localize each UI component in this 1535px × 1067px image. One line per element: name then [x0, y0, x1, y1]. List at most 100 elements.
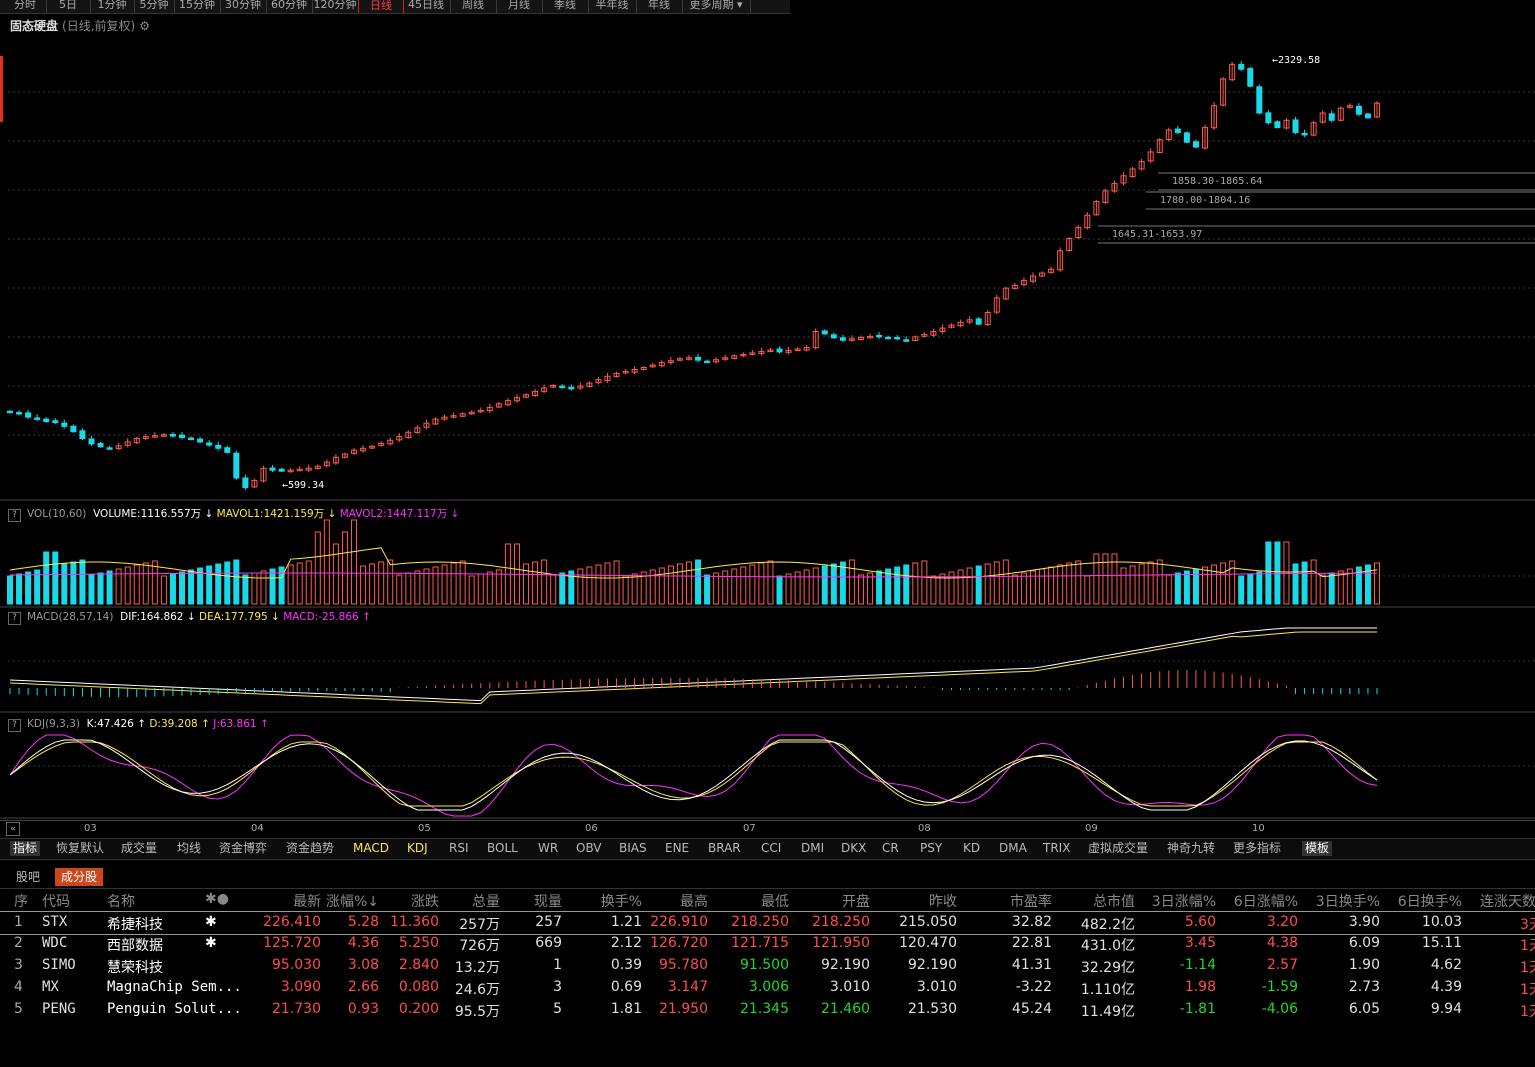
- indicator-tab[interactable]: 虚拟成交量: [1088, 841, 1149, 855]
- period-tab[interactable]: 周线: [450, 0, 497, 13]
- cell-open: 218.250: [812, 914, 870, 930]
- period-tab[interactable]: 分时: [4, 0, 47, 13]
- column-header[interactable]: 开盘: [842, 894, 870, 910]
- table-row[interactable]: 1 STX 希捷科技 ✱ 226.410 5.28 11.360 257万 257 1.21 226…: [0, 911, 1535, 935]
- indicator-tab[interactable]: 成交量: [121, 841, 158, 855]
- indicator-tab[interactable]: DKX: [841, 841, 867, 855]
- indicator-tab[interactable]: 模板: [1302, 841, 1333, 856]
- candle-body: [894, 336, 901, 340]
- indicator-tab[interactable]: 资金趋势: [286, 841, 335, 855]
- kdj-indicator-label: ? KDJ(9,3,3) K:47.426 ↑ D:39.208 ↑ J:63.8…: [8, 718, 269, 732]
- candle-body: [1283, 119, 1290, 129]
- indicator-tab[interactable]: TRIX: [1043, 841, 1071, 855]
- volume-bar: [423, 568, 430, 605]
- indicator-tab[interactable]: 均线: [177, 841, 202, 855]
- column-header[interactable]: 最低: [761, 894, 789, 910]
- table-row[interactable]: 4 MX MagnaChip Sem... 3.090 2.66 0.080 24.6万 3 0…: [0, 977, 1535, 999]
- column-header[interactable]: 3日换手%: [1315, 894, 1380, 910]
- period-tab[interactable]: 年线: [636, 0, 683, 13]
- indicator-tab[interactable]: 指标: [10, 841, 41, 856]
- indicator-tab[interactable]: BIAS: [619, 841, 647, 855]
- volume-bar: [713, 572, 720, 605]
- period-tab[interactable]: 日线: [358, 0, 404, 13]
- volume-bar: [649, 569, 656, 605]
- period-tab[interactable]: 半年线: [588, 0, 637, 13]
- candle-body: [251, 479, 258, 488]
- period-tab[interactable]: 45日线: [402, 0, 451, 13]
- column-header[interactable]: 名称: [107, 894, 135, 910]
- volume-bar: [106, 570, 113, 605]
- column-header[interactable]: 序: [14, 894, 28, 910]
- cell-up: 1天: [1520, 960, 1535, 976]
- indicator-tab[interactable]: OBV: [576, 841, 602, 855]
- help-icon[interactable]: ?: [8, 719, 21, 732]
- column-header[interactable]: 市盈率: [1010, 894, 1052, 910]
- cell-pe: 32.82: [1011, 914, 1052, 930]
- cell-name: 慧荣科技: [107, 960, 163, 976]
- column-header[interactable]: 最新: [293, 894, 321, 910]
- period-tab[interactable]: 季线: [542, 0, 589, 13]
- column-header[interactable]: ✱●: [205, 891, 229, 907]
- cell-pct: 2.66: [347, 979, 379, 995]
- tab-guba[interactable]: 股吧: [16, 870, 41, 884]
- indicator-tab[interactable]: KDJ: [407, 841, 428, 855]
- column-header[interactable]: 6日涨幅%: [1233, 894, 1298, 910]
- column-header[interactable]: 昨收: [929, 894, 957, 910]
- column-header[interactable]: 6日换手%: [1397, 894, 1462, 910]
- indicator-tab[interactable]: MACD: [353, 841, 389, 855]
- indicator-tab[interactable]: RSI: [449, 841, 469, 855]
- volume-bar: [785, 573, 792, 605]
- period-tab[interactable]: 5分钟: [134, 0, 175, 13]
- period-tab[interactable]: 月线: [496, 0, 543, 13]
- indicator-tab[interactable]: 更多指标: [1233, 841, 1282, 855]
- column-header[interactable]: 连涨天数: [1480, 894, 1535, 910]
- period-tab[interactable]: 更多周期 ▾: [682, 0, 751, 13]
- indicator-tab[interactable]: 神奇九转: [1167, 841, 1216, 855]
- indicator-tab[interactable]: DMA: [999, 841, 1027, 855]
- column-header[interactable]: 最高: [680, 894, 708, 910]
- volume-bar: [1328, 572, 1335, 605]
- column-header[interactable]: 换手%: [600, 894, 642, 910]
- table-row[interactable]: 5 PENG Penguin Solut... 21.730 0.93 0.200 95.5…: [0, 999, 1535, 1021]
- column-header[interactable]: 3日涨幅%: [1151, 894, 1216, 910]
- table-row[interactable]: 2 WDC 西部数据 ✱ 125.720 4.36 5.250 726万 669 2.12 126.…: [0, 933, 1535, 955]
- column-header[interactable]: 涨跌: [411, 894, 439, 910]
- column-header[interactable]: 涨幅%↓: [325, 894, 379, 910]
- cell-chg: 5.250: [398, 935, 439, 951]
- support-zone-label: 1645.31-1653.97: [1112, 229, 1202, 240]
- volume-bar: [124, 566, 131, 605]
- column-header[interactable]: 总量: [472, 894, 500, 910]
- gear-icon[interactable]: ⚙: [139, 19, 150, 33]
- indicator-tab[interactable]: KD: [963, 841, 981, 855]
- period-tab[interactable]: 5日: [46, 0, 91, 13]
- column-header[interactable]: 总市值: [1093, 894, 1135, 910]
- candle-body: [767, 349, 774, 352]
- period-tab[interactable]: 60分钟: [266, 0, 313, 13]
- candle-body: [179, 434, 186, 439]
- column-header[interactable]: 代码: [42, 894, 70, 910]
- indicator-tab[interactable]: WR: [538, 841, 559, 855]
- help-icon[interactable]: ?: [8, 612, 21, 625]
- indicator-tab[interactable]: BOLL: [487, 841, 518, 855]
- stock-chart[interactable]: ←2329.58 ←599.34 1858.30-1865.64 1780.00-18…: [0, 0, 1535, 820]
- double-left-arrow-icon[interactable]: «: [6, 822, 20, 836]
- volume-bar: [586, 566, 593, 605]
- table-row[interactable]: 3 SIMO 慧荣科技 95.030 3.08 2.840 13.2万 1 0.39 95.780…: [0, 955, 1535, 977]
- column-header[interactable]: 现量: [534, 894, 562, 910]
- indicator-tab[interactable]: 资金博弈: [219, 841, 268, 855]
- help-icon[interactable]: ?: [8, 509, 21, 522]
- period-tab[interactable]: 15分钟: [174, 0, 221, 13]
- indicator-tab[interactable]: ENE: [665, 841, 690, 855]
- indicator-tab[interactable]: 恢复默认: [56, 841, 105, 855]
- indicator-tab[interactable]: CCI: [761, 841, 782, 855]
- indicator-tab[interactable]: BRAR: [708, 841, 741, 855]
- indicator-tab[interactable]: DMI: [801, 841, 825, 855]
- period-tab[interactable]: 1分钟: [90, 0, 135, 13]
- volume-bar: [1346, 568, 1353, 605]
- volume-bar: [1374, 562, 1380, 605]
- indicator-tab[interactable]: CR: [882, 841, 899, 855]
- tab-constituents[interactable]: 成分股: [55, 868, 104, 886]
- indicator-tab[interactable]: PSY: [920, 841, 943, 855]
- cell-low: 91.500: [740, 957, 789, 973]
- period-tab[interactable]: 30分钟: [220, 0, 267, 13]
